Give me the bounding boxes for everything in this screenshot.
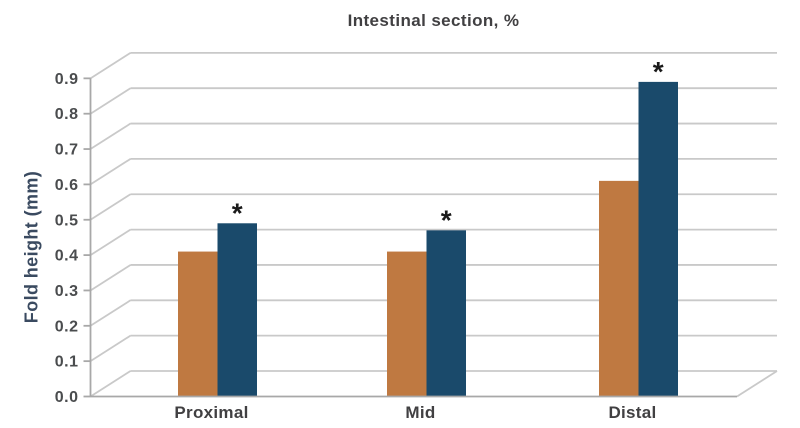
grid-depth-diagonal	[90, 228, 131, 256]
significance-star: *	[232, 197, 243, 228]
x-category-label: Mid	[405, 403, 435, 422]
grid-depth-diagonal	[90, 370, 131, 398]
bar-distal-series2	[638, 81, 678, 397]
bar-proximal-series1	[178, 251, 218, 397]
grid-depth-diagonal	[90, 52, 131, 80]
y-tick-label: 0.4	[55, 248, 79, 265]
bar-proximal-series2	[217, 223, 257, 397]
grid-depth-diagonal	[90, 334, 131, 362]
y-tick-label: 0.2	[55, 318, 79, 335]
grid-depth-diagonal	[90, 264, 131, 292]
y-tick-label: 0.1	[55, 354, 79, 371]
y-tick-label: 0.3	[55, 283, 79, 300]
grid-depth-diagonal	[90, 299, 131, 327]
bar-mid-series2	[426, 230, 466, 397]
significance-star: *	[653, 56, 664, 87]
grid-depth-diagonal	[90, 158, 131, 186]
y-tick-label: 0.6	[55, 177, 79, 194]
grid-depth-diagonal	[90, 122, 131, 150]
y-tick-label: 0.7	[55, 142, 79, 159]
bar-mid-series1	[387, 251, 427, 397]
chart-title: Intestinal section, %	[347, 11, 520, 30]
y-tick-label: 0.0	[55, 389, 79, 406]
grid-depth-diagonal	[90, 193, 131, 221]
significance-star: *	[441, 204, 452, 235]
y-tick-label: 0.8	[55, 106, 79, 123]
y-tick-label: 0.5	[55, 212, 79, 229]
x-category-label: Proximal	[174, 403, 248, 422]
y-tick-label: 0.9	[55, 71, 79, 88]
floor-corner-diagonal	[736, 370, 778, 398]
x-category-label: Distal	[608, 403, 656, 422]
bar-distal-series1	[599, 180, 639, 397]
grid-depth-diagonal	[90, 87, 131, 115]
